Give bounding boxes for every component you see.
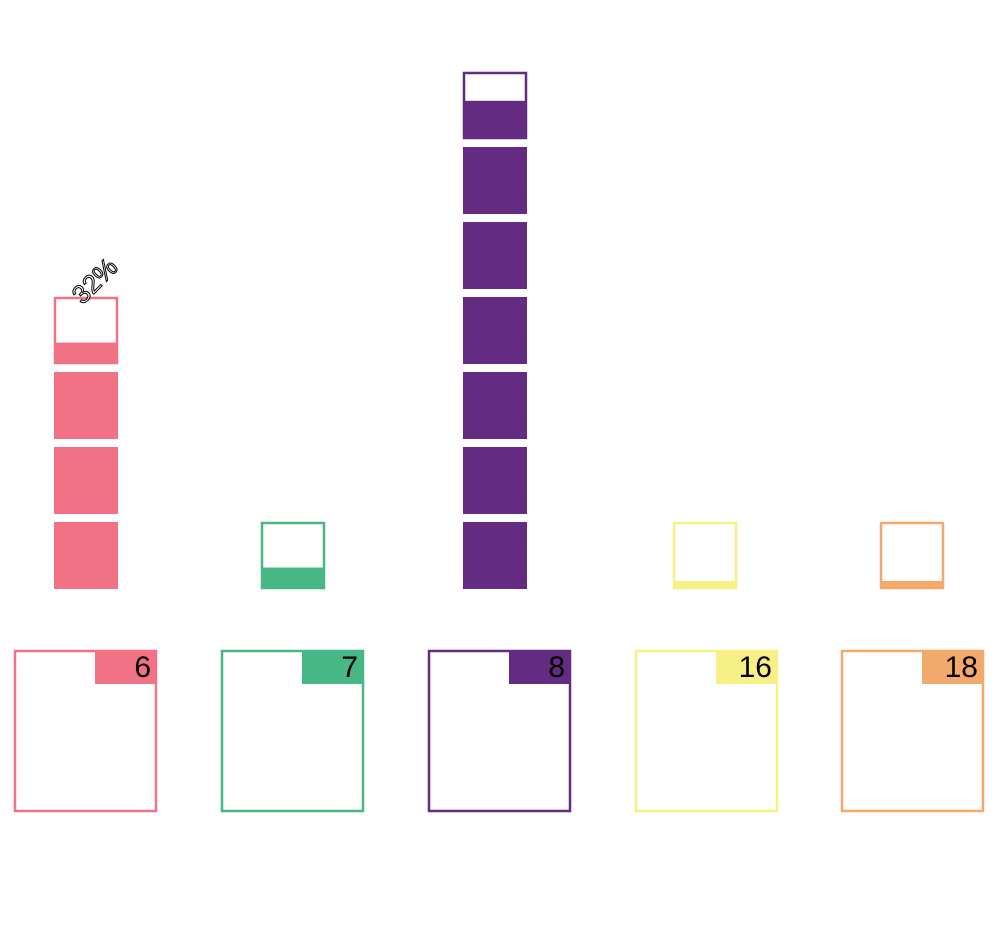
bar-unit <box>54 522 118 589</box>
category-box-6: 6 <box>13 649 158 813</box>
bar-column-18 <box>879 521 945 590</box>
annotations: 32% <box>65 251 124 310</box>
bar-unit <box>463 372 527 439</box>
category-box-outline <box>13 649 158 813</box>
bar-column-16 <box>672 521 738 590</box>
bar-unit <box>463 222 527 289</box>
category-label: 8 <box>548 651 565 684</box>
bar-column-6 <box>53 296 119 589</box>
category-tag <box>716 650 778 684</box>
category-box-outline <box>220 649 365 813</box>
category-box-outline <box>840 649 985 813</box>
category-box-8: 8 <box>427 649 572 813</box>
category-box-outline <box>427 649 572 813</box>
category-box-18: 18 <box>840 649 985 813</box>
bar-unit-partial <box>261 567 325 589</box>
bar-unit <box>463 147 527 214</box>
bar-unit <box>463 447 527 514</box>
category-label: 7 <box>341 651 358 684</box>
bar-unit <box>463 522 527 589</box>
bar-column-7 <box>260 521 326 590</box>
bar-unit <box>463 297 527 364</box>
category-tag <box>922 650 984 684</box>
category-tag <box>95 650 157 684</box>
bar-unit-partial <box>673 580 737 589</box>
category-box-outline <box>634 649 779 813</box>
bar-unit-outline <box>879 521 945 590</box>
category-tag <box>509 650 571 684</box>
bar-unit-partial <box>463 100 527 139</box>
bar-column-8 <box>462 71 528 589</box>
bars <box>53 71 945 590</box>
bar-unit-partial <box>880 580 944 589</box>
bar-unit <box>54 447 118 514</box>
bar-unit-outline <box>672 521 738 590</box>
category-box-7: 7 <box>220 649 365 813</box>
category-label: 6 <box>134 651 151 684</box>
category-box-16: 16 <box>634 649 779 813</box>
category-tag <box>302 650 364 684</box>
category-label: 18 <box>945 651 978 684</box>
percent-label: 32% <box>66 252 124 310</box>
bar-unit <box>54 372 118 439</box>
bar-unit-partial <box>54 342 118 364</box>
category-boxes: 6 7 8 16 18 <box>13 649 985 813</box>
category-label: 16 <box>739 651 772 684</box>
